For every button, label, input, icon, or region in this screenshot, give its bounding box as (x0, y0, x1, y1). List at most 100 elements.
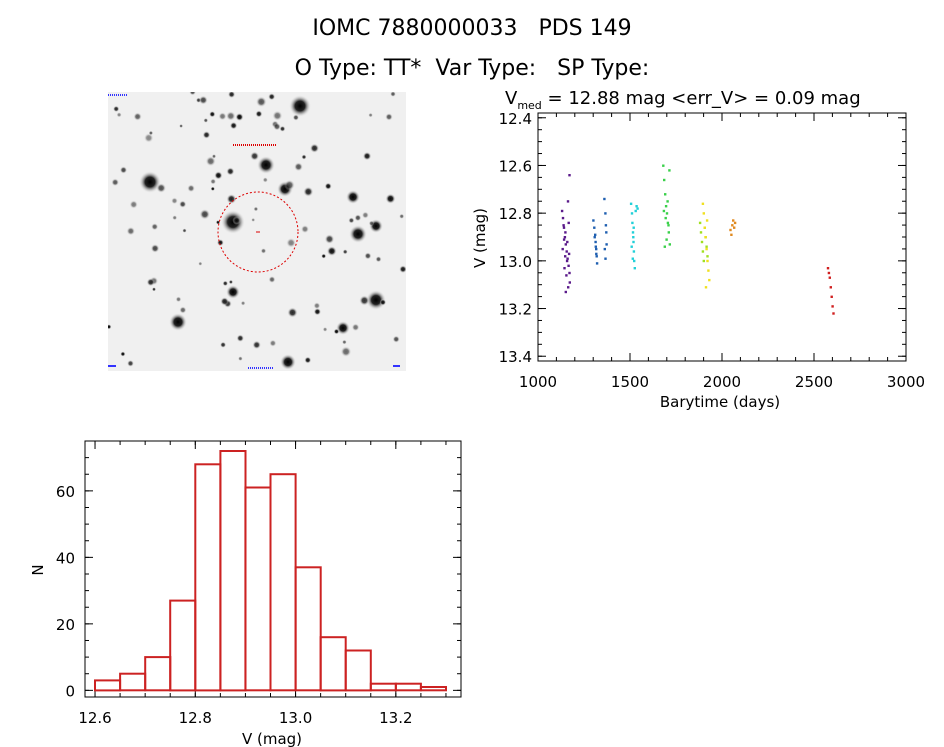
star (392, 335, 400, 343)
star (379, 299, 387, 306)
star (189, 92, 196, 96)
star (232, 216, 241, 225)
star (359, 295, 370, 306)
lc-point (566, 240, 569, 244)
lc-point (666, 200, 669, 203)
lc-point (668, 243, 671, 246)
star (309, 143, 320, 153)
star (226, 194, 237, 204)
lightcurve-title: Vmed = 12.88 mag <err_V> = 0.09 mag (505, 88, 861, 112)
star (199, 209, 211, 220)
star (156, 183, 167, 193)
star (229, 121, 238, 130)
star (336, 321, 350, 335)
star (340, 346, 352, 357)
star (227, 92, 236, 99)
star (126, 226, 136, 236)
lc-point (594, 245, 597, 248)
lc-point (665, 238, 668, 241)
lc-point (702, 259, 705, 263)
star (399, 265, 406, 274)
star (222, 280, 229, 287)
lc-point (662, 164, 665, 167)
lc-point (635, 205, 638, 208)
lc-xtick-label: 1500 (611, 373, 649, 391)
star (324, 234, 335, 245)
star (226, 111, 236, 121)
lc-point (632, 250, 636, 253)
lc-point (595, 262, 599, 265)
star (301, 154, 307, 160)
star (203, 118, 209, 123)
lc-point (592, 219, 595, 222)
star (250, 151, 260, 161)
lc-point (595, 247, 598, 251)
lc-point (632, 236, 635, 239)
star (252, 340, 261, 350)
star (218, 112, 227, 121)
lc-ytick-label: 12.4 (499, 110, 532, 128)
lc-point (831, 305, 834, 308)
star (209, 111, 216, 118)
lc-point (564, 243, 567, 246)
star (304, 356, 312, 364)
lc-point (827, 271, 831, 275)
star (210, 178, 217, 185)
lc-point (560, 209, 564, 213)
star (349, 225, 367, 243)
star (150, 244, 160, 253)
lc-point (703, 226, 706, 229)
star (272, 110, 283, 121)
lc-point (828, 276, 831, 279)
star (269, 339, 277, 347)
lc-point (593, 226, 596, 229)
lc-point (567, 252, 571, 256)
lc-point (830, 295, 833, 298)
lc-point (568, 281, 571, 284)
star (260, 248, 267, 254)
star (205, 156, 216, 167)
star (321, 253, 327, 259)
star (143, 133, 154, 143)
star (240, 300, 246, 306)
lc-ytick-label: 13.0 (499, 253, 532, 271)
lc-ytick-label: 12.8 (499, 205, 532, 223)
lc-point (632, 240, 635, 244)
lc-point (630, 212, 634, 215)
star-field (108, 92, 406, 370)
lc-point (568, 271, 571, 275)
star (333, 328, 340, 335)
star (326, 246, 337, 257)
star (226, 167, 235, 176)
lc-point (564, 255, 567, 258)
lc-point (593, 236, 596, 239)
star (300, 225, 310, 234)
lc-point (604, 224, 608, 227)
lc-point (595, 252, 598, 256)
star (116, 112, 122, 118)
star (280, 354, 296, 370)
star (151, 223, 159, 231)
lc-point (708, 278, 711, 282)
star (113, 105, 120, 113)
lc-xtick-label: 3000 (887, 373, 925, 391)
star (236, 334, 245, 342)
lc-point (565, 250, 568, 253)
lc-point (667, 224, 670, 227)
star (108, 324, 112, 330)
star (354, 214, 362, 222)
star (279, 125, 286, 132)
star (226, 285, 240, 299)
lc-point (634, 209, 637, 213)
star (127, 359, 134, 367)
lc-point (563, 267, 566, 270)
star (313, 302, 321, 310)
lc-point (829, 286, 832, 289)
star (187, 184, 195, 193)
lc-point (731, 224, 734, 227)
lightcurve-frame (537, 112, 907, 362)
lc-point (567, 286, 570, 289)
lc-point (664, 216, 667, 220)
star (268, 276, 276, 283)
lc-point (704, 236, 707, 239)
